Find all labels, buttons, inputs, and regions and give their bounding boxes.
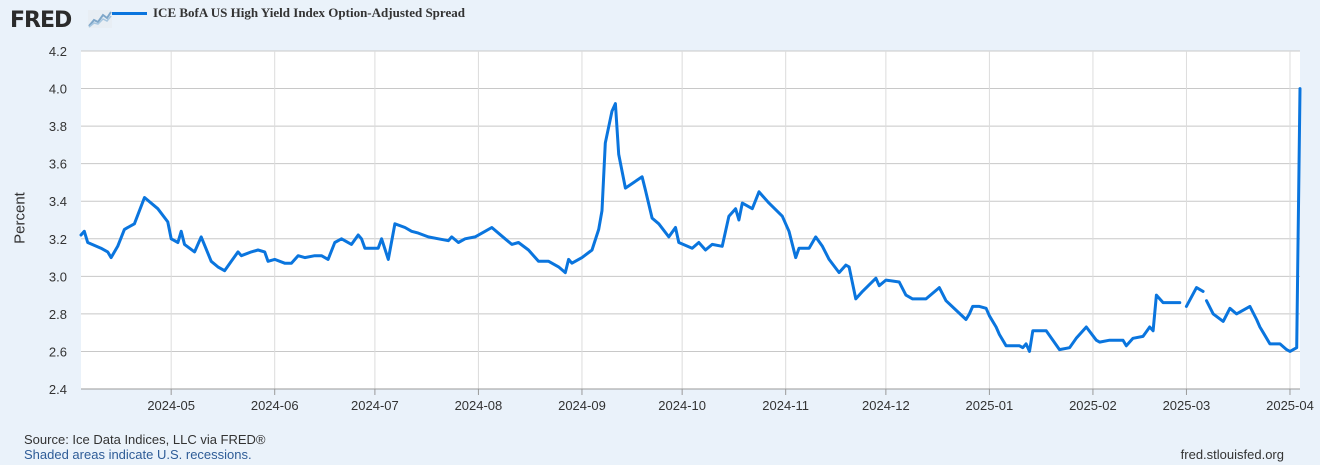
fred-logo[interactable]: FRED: [10, 8, 72, 33]
fred-logo-graph-icon: [88, 10, 112, 28]
y-tick-label: 3.2: [49, 232, 67, 247]
x-tick-label: 2024-11: [762, 398, 809, 413]
x-tick-label: 2024-10: [658, 398, 706, 413]
x-tick-label: 2025-01: [966, 398, 1014, 413]
site-link[interactable]: fred.stlouisfed.org: [1180, 447, 1284, 462]
legend-label[interactable]: ICE BofA US High Yield Index Option-Adju…: [153, 5, 465, 20]
line-chart[interactable]: 2.4 2.6 2.8 3.0 3.2 3.4 3.6 3.8 4.0 4.2 2024-05 202…: [0, 0, 1320, 430]
legend-swatch: [112, 12, 147, 15]
series-line: [1205, 87, 1302, 353]
source-note: Source: Ice Data Indices, LLC via FRED®: [24, 432, 266, 447]
y-tick-label: 2.6: [49, 344, 67, 359]
series-line: [1184, 286, 1205, 308]
x-tick-label: 2024-12: [862, 398, 910, 413]
x-tick-label: 2024-09: [558, 398, 606, 413]
y-tick-label: 3.8: [49, 119, 67, 134]
x-tick-label: 2025-02: [1069, 398, 1117, 413]
y-tick-label: 2.4: [49, 382, 67, 397]
y-tick-label: 3.0: [49, 269, 67, 284]
x-tick-label: 2024-08: [455, 398, 503, 413]
y-tick-label: 4.0: [49, 82, 67, 97]
plot-area: [81, 51, 1300, 389]
y-tick-label: 3.4: [49, 194, 67, 209]
y-tick-label: 3.6: [49, 157, 67, 172]
x-tick-label: 2024-06: [251, 398, 299, 413]
y-tick-label: 4.2: [49, 44, 67, 59]
x-tick-label: 2025-03: [1163, 398, 1211, 413]
x-tick-label: 2025-04: [1266, 398, 1314, 413]
x-tick-label: 2024-05: [147, 398, 195, 413]
series-line: [79, 102, 1182, 353]
y-tick-label: 2.8: [49, 307, 67, 322]
recession-note[interactable]: Shaded areas indicate U.S. recessions.: [24, 447, 252, 462]
x-tick-label: 2024-07: [351, 398, 399, 413]
